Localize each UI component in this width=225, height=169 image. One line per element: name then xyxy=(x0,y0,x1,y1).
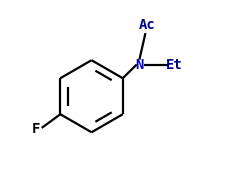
Text: Ac: Ac xyxy=(138,18,155,32)
Text: N: N xyxy=(135,58,144,72)
Text: F: F xyxy=(32,122,40,136)
Text: Et: Et xyxy=(166,58,183,72)
